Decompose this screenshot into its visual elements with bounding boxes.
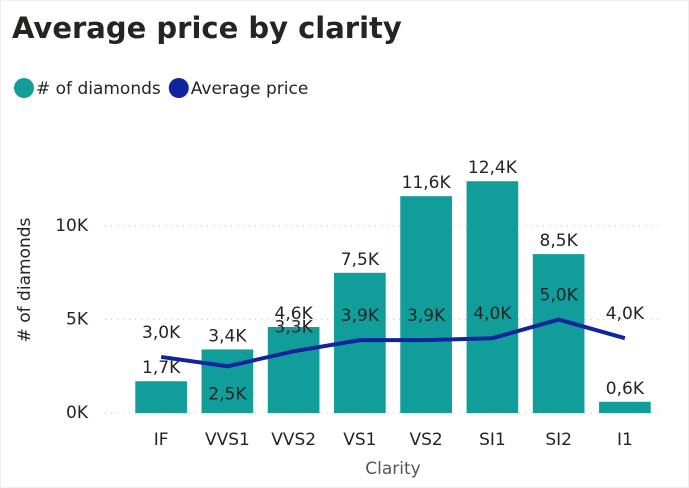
bar-value-label: 4,6K xyxy=(275,304,314,324)
y-tick-label: 5K xyxy=(66,310,89,330)
x-tick-label: VS1 xyxy=(343,430,376,450)
bar-value-label: 0,6K xyxy=(606,379,645,399)
bar xyxy=(135,381,187,413)
x-tick-label: SI2 xyxy=(545,430,572,450)
bar-value-label: 11,6K xyxy=(402,173,452,193)
chart-title: Average price by clarity xyxy=(12,11,402,45)
bar xyxy=(599,401,651,413)
bar-value-label: 7,5K xyxy=(341,250,380,270)
y-axis-title: # of diamonds xyxy=(15,217,35,342)
x-tick-label: VVS1 xyxy=(205,430,250,450)
bar-value-label: 8,5K xyxy=(540,231,579,251)
bar xyxy=(532,254,585,413)
x-axis-title: Clarity xyxy=(365,459,420,479)
line-value-label: 4,0K xyxy=(473,304,512,324)
x-tick-label: VVS2 xyxy=(271,430,316,450)
bar xyxy=(201,349,254,413)
legend-label: Average price xyxy=(191,79,309,99)
line-value-label: 3,0K xyxy=(142,323,181,343)
legend-marker xyxy=(14,78,34,98)
line-value-label: 5,0K xyxy=(540,286,579,306)
x-tick-label: VS2 xyxy=(410,430,443,450)
bar-value-label: 1,7K xyxy=(142,358,181,378)
line xyxy=(160,317,626,369)
legend-marker xyxy=(168,78,189,98)
line-value-label: 3,3K xyxy=(275,317,314,337)
x-tick-label: I1 xyxy=(617,430,633,450)
y-tick-label: 0K xyxy=(66,403,89,423)
bar-value-label: 3,4K xyxy=(208,326,247,346)
x-tick-label: SI1 xyxy=(479,430,506,450)
line-value-label: 3,9K xyxy=(407,306,446,326)
line-value-label: 2,5K xyxy=(208,384,247,404)
x-tick-label: IF xyxy=(154,430,169,450)
line-value-label: 3,9K xyxy=(341,306,380,326)
bar xyxy=(466,181,519,413)
bar-value-label: 12,4K xyxy=(468,158,518,178)
y-tick-label: 10K xyxy=(55,216,89,236)
line-value-label: 4,0K xyxy=(606,304,645,324)
bar xyxy=(400,196,452,413)
bar xyxy=(267,327,320,413)
legend-label: # of diamonds xyxy=(36,79,161,99)
